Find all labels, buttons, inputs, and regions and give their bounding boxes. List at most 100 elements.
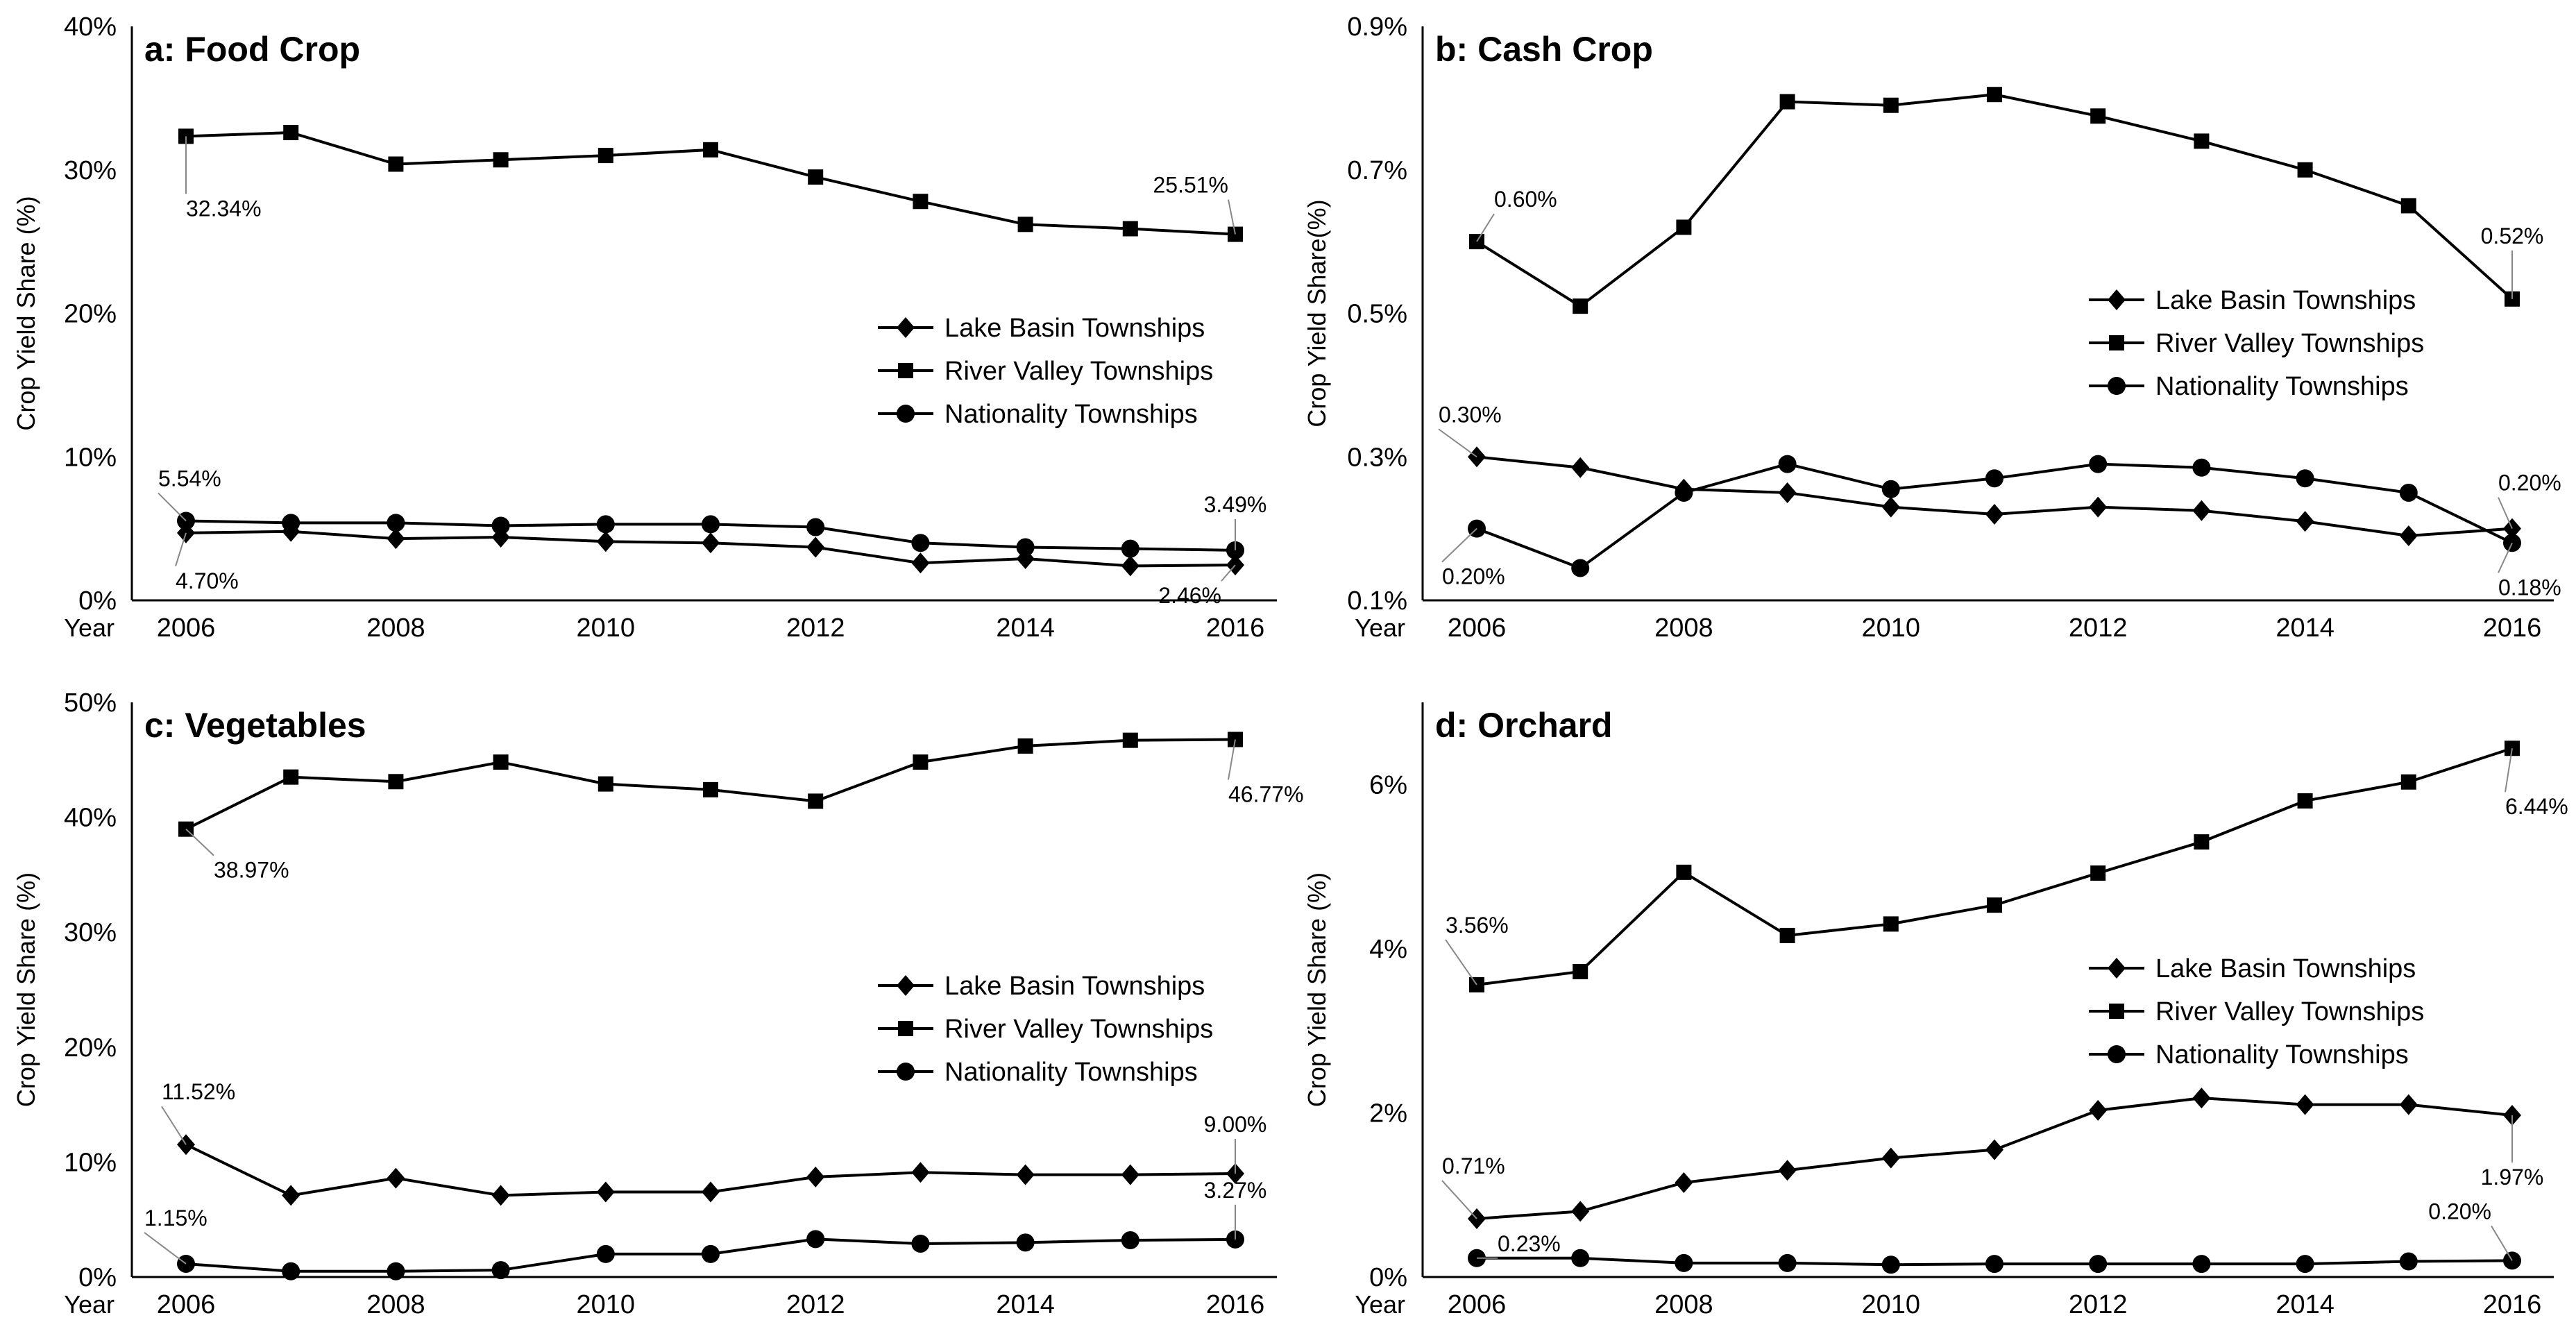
data-point <box>1121 555 1139 577</box>
data-point <box>596 1181 615 1203</box>
legend: Lake Basin Townships River Valley Townshi… <box>878 314 1213 429</box>
data-point <box>282 514 300 532</box>
y-tick-label: 40% <box>64 12 117 42</box>
data-point <box>1121 1231 1139 1250</box>
annotation-leader <box>1228 739 1236 780</box>
x-tick-label: 2012 <box>2069 614 2128 643</box>
annotation-leader <box>1441 1180 1477 1219</box>
data-point <box>387 514 405 532</box>
annotation-leader <box>1445 939 1477 986</box>
y-axis-label: Crop Yield Share (%) <box>1303 872 1331 1107</box>
legend-marker <box>2108 377 2126 395</box>
data-point <box>1883 97 1899 113</box>
data-point <box>1985 503 2003 525</box>
series-line-1 <box>1476 747 2513 986</box>
data-point <box>596 515 615 534</box>
data-annotation: 32.34% <box>186 196 262 221</box>
data-point <box>1122 221 1138 237</box>
data-annotation: 2.46% <box>1158 583 1221 608</box>
legend-marker <box>897 975 915 996</box>
data-point <box>2192 458 2211 477</box>
data-point <box>2090 865 2106 881</box>
y-tick-label: 0.7% <box>1347 156 1407 185</box>
x-tick-label: 2008 <box>366 614 425 643</box>
y-axis-label: Crop Yield Share (%) <box>12 872 40 1107</box>
annotation-leader <box>2505 748 2513 793</box>
x-tick-label: 2010 <box>1862 1290 1921 1319</box>
data-point <box>2090 108 2106 124</box>
x-tick-label: 2014 <box>2276 1290 2334 1319</box>
panel-cash-crop: 0.1% 0.3% 0.5% 0.7% 0.9% 2006 2008 2010 2012 2014… <box>1303 12 2561 643</box>
legend: Lake Basin Townships River Valley Townshi… <box>2089 954 2424 1069</box>
legend-entry: River Valley Townships <box>944 1015 1213 1044</box>
data-point <box>2192 500 2211 521</box>
series-line-1 <box>1475 93 2514 308</box>
y-tick-label: 0% <box>1369 1263 1407 1292</box>
data-point <box>387 528 405 550</box>
y-tick-label: 0% <box>78 586 117 616</box>
data-point <box>703 142 718 158</box>
data-point <box>1779 927 1795 943</box>
data-point <box>1675 483 1693 502</box>
data-point <box>1985 1255 2003 1274</box>
x-tick-label: 2006 <box>1448 1290 1507 1319</box>
data-point <box>2297 793 2313 809</box>
data-point <box>2296 1094 2314 1115</box>
data-point <box>913 194 929 210</box>
data-point <box>1987 87 2002 103</box>
data-point <box>2192 1088 2211 1109</box>
panel-orchard: 0% 2% 4% 6% 2006 2008 2010 2012 2014 2016 Year Crop… <box>1303 702 2568 1319</box>
data-point <box>1778 455 1797 473</box>
data-annotation: 38.97% <box>214 858 289 883</box>
data-annotation: 0.20% <box>2498 471 2561 496</box>
y-axis-label: Crop Yield Share (%) <box>12 196 40 430</box>
data-point <box>1016 1164 1035 1185</box>
data-point <box>1573 963 1588 979</box>
data-point <box>1121 539 1139 558</box>
legend-marker <box>897 405 915 423</box>
y-tick-label: 20% <box>64 300 117 329</box>
x-tick-label: 2016 <box>1206 1290 1265 1319</box>
x-tick-label: 2014 <box>996 614 1055 643</box>
annotation-leader <box>175 532 187 567</box>
data-point <box>1017 217 1033 232</box>
data-point <box>702 1181 720 1203</box>
data-point <box>806 536 825 558</box>
data-annotation: 0.30% <box>1439 402 1502 427</box>
data-annotation: 0.18% <box>2498 575 2561 600</box>
data-point <box>702 1244 720 1263</box>
data-annotation: 0.20% <box>2428 1199 2491 1224</box>
legend-entry: Nationality Townships <box>944 1058 1198 1087</box>
y-tick-label: 40% <box>64 804 117 833</box>
legend-marker <box>897 1063 915 1081</box>
chart-title: b: Cash Crop <box>1435 30 1653 69</box>
data-annotation: 0.71% <box>1442 1153 1505 1178</box>
y-tick-label: 20% <box>64 1033 117 1063</box>
data-point <box>1778 1160 1797 1181</box>
data-point <box>1571 1201 1590 1222</box>
data-point <box>911 1234 930 1253</box>
data-point <box>598 148 613 164</box>
y-tick-label: 50% <box>64 688 117 718</box>
annotation-leader <box>2498 497 2513 530</box>
x-axis-label: Year <box>1355 1290 1405 1319</box>
legend-entry: River Valley Townships <box>2155 329 2424 358</box>
data-point <box>1779 94 1795 110</box>
legend-entry: Lake Basin Townships <box>2155 954 2416 983</box>
data-point <box>913 754 929 770</box>
data-point <box>2399 483 2418 502</box>
x-tick-label: 2014 <box>2276 614 2334 643</box>
data-point <box>911 552 930 574</box>
data-point <box>1571 457 1590 478</box>
x-tick-label: 2012 <box>786 1290 845 1319</box>
y-tick-label: 0.3% <box>1347 443 1407 472</box>
data-point <box>2400 774 2416 790</box>
data-point <box>1571 1249 1590 1267</box>
data-point <box>2192 1255 2211 1274</box>
annotation-leader <box>161 1106 187 1145</box>
x-tick-label: 2010 <box>1862 614 1921 643</box>
legend: Lake Basin Townships River Valley Townshi… <box>2089 286 2424 401</box>
data-point <box>808 169 824 185</box>
data-annotation: 1.97% <box>2481 1165 2544 1190</box>
data-point <box>598 776 613 792</box>
